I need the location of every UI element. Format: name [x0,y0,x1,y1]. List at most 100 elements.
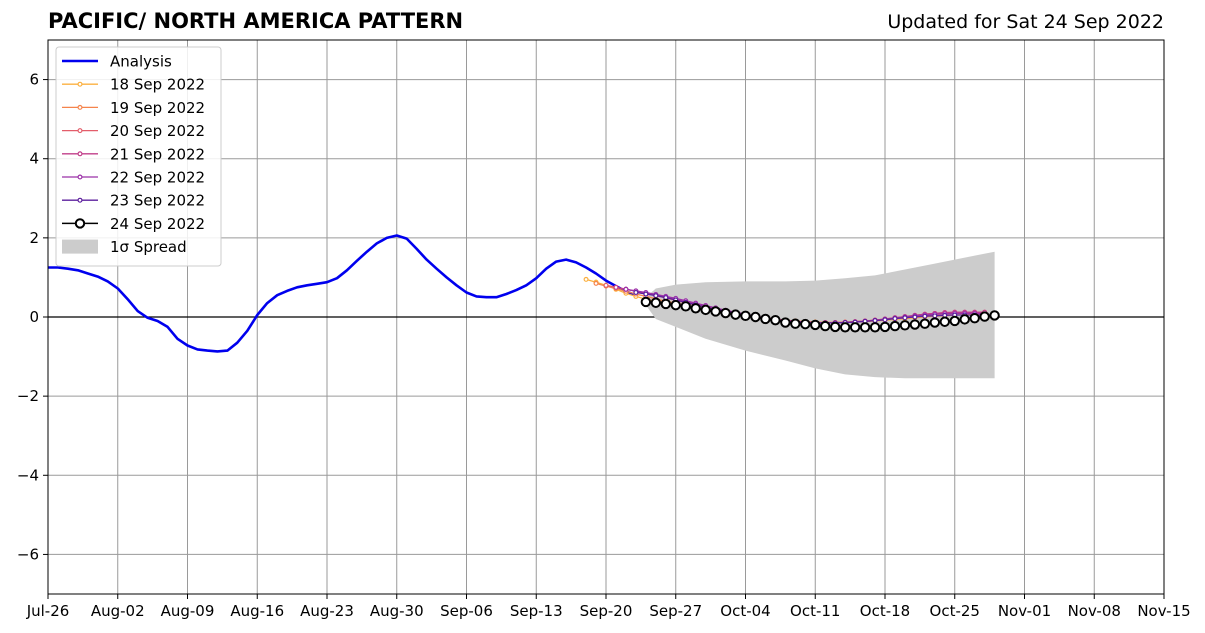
legend-item: 23 Sep 2022 [62,192,205,210]
forecast-point [849,322,861,333]
legend-item: 21 Sep 2022 [62,145,205,163]
forecast-point [603,282,609,288]
legend-item: 1σ Spread [62,238,187,256]
legend-item: Analysis [62,53,172,71]
legend-item: 22 Sep 2022 [62,169,205,187]
x-axis: Jul-26 Aug-02 Aug-09 Aug-16 Aug-23 Aug-30 Sep-… [26,594,1191,620]
forecast-point [810,319,821,331]
forecast-point [932,313,938,319]
legend-label: 24 Sep 2022 [110,215,205,233]
forecast-point [770,314,781,326]
forecast-point [750,311,761,323]
x-tick-label: Sep-06 [440,602,493,620]
legend-item: 19 Sep 2022 [62,99,205,117]
y-tick-label: 6 [29,71,39,89]
x-tick-label: Aug-30 [370,602,424,620]
x-tick-label: Oct-25 [930,602,980,620]
forecast-point [760,313,771,325]
forecast-point [690,303,701,314]
legend-marker [77,128,83,134]
forecast-point [922,313,928,319]
forecast-point [613,284,619,290]
legend-item: 24 Sep 2022 [62,215,205,233]
forecast-point [879,321,891,333]
forecast-point [720,307,731,319]
legend-marker [77,174,83,180]
x-tick-label: Aug-23 [300,602,354,620]
legend-swatch [62,239,98,254]
x-tick-label: Oct-18 [860,602,910,620]
forecast-point [820,320,831,332]
legend-label: 18 Sep 2022 [110,76,205,94]
x-tick-label: Sep-13 [510,602,563,620]
forecast-point [583,276,589,282]
forecast-point [839,322,851,333]
forecast-point [989,310,1000,321]
legend-label: 20 Sep 2022 [110,122,205,140]
forecast-point [939,316,950,327]
x-tick-label: Nov-15 [1137,602,1190,620]
forecast-point [902,315,908,321]
x-tick-label: Jul-26 [26,602,70,620]
y-tick-label: 0 [29,308,39,326]
y-tick-label: −2 [17,387,39,405]
forecast-point [650,297,662,308]
y-tick-label: 2 [29,229,39,247]
forecast-point [593,280,599,286]
legend-box [55,46,222,267]
legend-label: 22 Sep 2022 [110,169,205,187]
legend-label: Analysis [110,53,172,71]
forecast-point [889,320,901,332]
forecast-point [969,312,980,324]
x-tick-label: Oct-04 [720,602,770,620]
legend-label: 21 Sep 2022 [110,145,205,163]
spread-band [645,251,995,379]
forecast-point [660,298,671,310]
forecast-point [919,318,931,329]
legend-label: 1σ Spread [110,238,187,256]
forecast-point [790,318,801,329]
forecast-point [653,293,659,299]
forecast-point [899,320,911,331]
forecast-point [949,315,960,327]
forecast-point [959,314,970,325]
legend: Analysis 18 Sep 2022 19 Sep 2022 20 Sep 202… [55,46,222,267]
forecast-point [869,322,881,333]
y-tick-label: 4 [29,150,39,168]
forecast-point [892,316,898,322]
legend-marker [77,151,83,157]
x-tick-label: Aug-09 [161,602,215,620]
legend-item: 18 Sep 2022 [62,76,205,94]
forecast-point [670,299,681,311]
legend-marker [77,197,83,203]
legend-marker [77,104,83,110]
forecast-point [633,289,639,295]
forecast-point [829,321,841,333]
x-tick-label: Sep-20 [580,602,633,620]
forecast-point [700,304,711,316]
series-24-sep-2022 [640,296,1000,333]
forecast-point [623,286,629,292]
forecast-point [912,314,918,320]
forecast-point [640,296,652,308]
forecast-point [780,317,791,328]
forecast-point [800,318,811,330]
x-tick-label: Aug-16 [230,602,284,620]
legend-label: 19 Sep 2022 [110,99,205,117]
forecast-point [872,318,878,324]
y-tick-label: −4 [17,466,39,484]
y-axis: 6 4 2 0 −2 −4 −6 [17,71,48,563]
legend-marker [77,81,83,87]
forecast-point [710,306,721,317]
chart-title: PACIFIC/ NORTH AMERICA PATTERN [48,9,464,33]
legend-item: 20 Sep 2022 [62,122,205,140]
forecast-point [643,291,649,297]
x-tick-label: Nov-08 [1068,602,1121,620]
forecast-point [859,322,871,333]
series-analysis [48,234,637,353]
y-tick-label: −6 [17,545,39,563]
x-tick-label: Oct-11 [790,602,840,620]
forecast-point [740,310,751,322]
forecast-point [730,309,741,320]
